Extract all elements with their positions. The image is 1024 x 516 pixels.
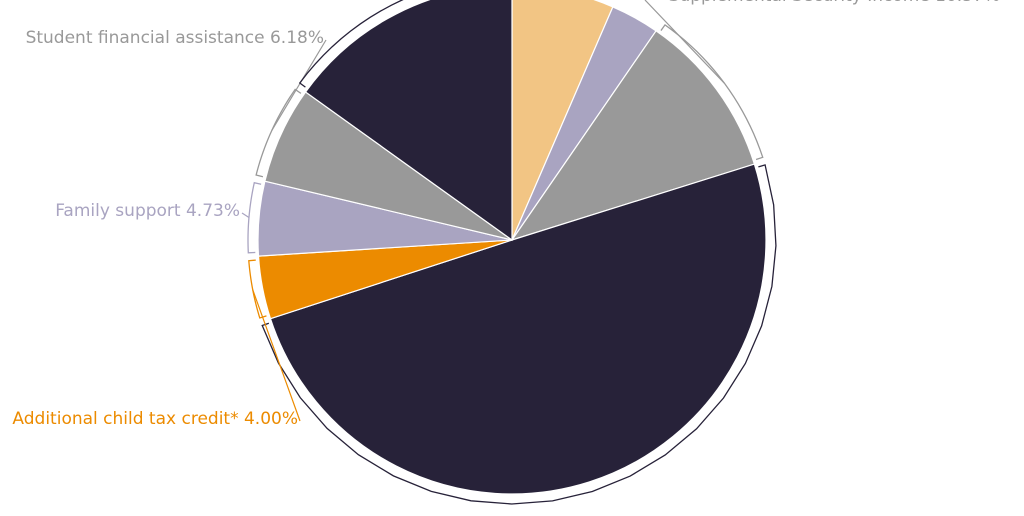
slice-label-value: 10.57% <box>935 0 1000 6</box>
leader-line <box>271 39 327 131</box>
slice-label: Supplemental Security Income 10.57% <box>669 0 1000 6</box>
leader-line <box>252 289 301 422</box>
slice-label: Family support 4.73% <box>55 201 240 221</box>
slice-label-value: 6.18% <box>270 28 324 48</box>
leader-line <box>644 0 725 84</box>
slice-label-name: Student financial assistance <box>26 28 265 48</box>
leader-line <box>241 212 250 219</box>
pie-slice <box>510 29 756 242</box>
pie-slice <box>304 0 513 242</box>
slice-label-value: 4.00% <box>244 409 298 429</box>
slice-label: Student financial assistance 6.18% <box>26 28 324 48</box>
slice-label-value: 4.73% <box>186 201 240 221</box>
slice-label-name: Family support <box>55 201 181 221</box>
slice-label-name: Additional child tax credit* <box>12 409 238 429</box>
slice-label-name: Supplemental Security Income <box>669 0 930 6</box>
slice-label: Additional child tax credit* 4.00% <box>12 409 298 429</box>
label-bracket <box>261 164 777 505</box>
pie-slice <box>269 163 767 495</box>
label-bracket <box>298 0 404 88</box>
